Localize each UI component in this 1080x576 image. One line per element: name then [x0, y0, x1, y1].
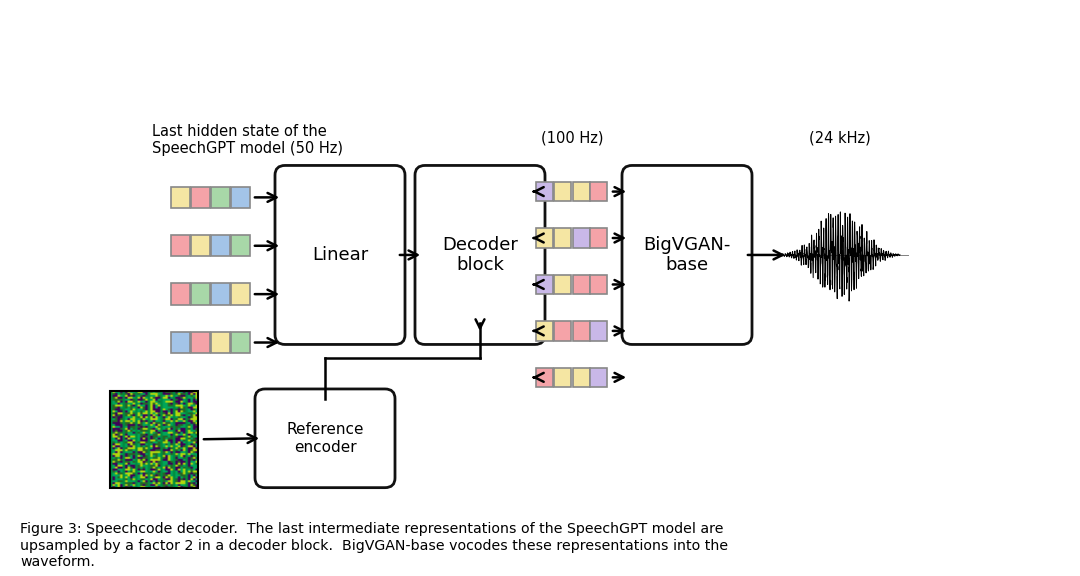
FancyBboxPatch shape [537, 228, 553, 248]
FancyBboxPatch shape [572, 321, 590, 340]
FancyBboxPatch shape [230, 283, 249, 305]
FancyBboxPatch shape [591, 182, 607, 201]
FancyBboxPatch shape [275, 165, 405, 344]
FancyBboxPatch shape [591, 275, 607, 294]
FancyBboxPatch shape [190, 283, 210, 305]
FancyBboxPatch shape [572, 228, 590, 248]
Text: (24 kHz): (24 kHz) [809, 130, 870, 145]
FancyBboxPatch shape [230, 187, 249, 208]
FancyBboxPatch shape [230, 332, 249, 353]
FancyBboxPatch shape [572, 367, 590, 387]
FancyBboxPatch shape [211, 332, 229, 353]
FancyBboxPatch shape [554, 182, 571, 201]
FancyBboxPatch shape [572, 182, 590, 201]
FancyBboxPatch shape [554, 228, 571, 248]
FancyBboxPatch shape [190, 187, 210, 208]
FancyBboxPatch shape [572, 275, 590, 294]
Text: Last hidden state of the
SpeechGPT model (50 Hz): Last hidden state of the SpeechGPT model… [152, 124, 343, 156]
FancyBboxPatch shape [537, 321, 553, 340]
FancyBboxPatch shape [537, 275, 553, 294]
Bar [110, 391, 198, 488]
Text: Figure 3: Speechcode decoder.  The last intermediate representations of the Spee: Figure 3: Speechcode decoder. The last i… [21, 522, 728, 569]
FancyBboxPatch shape [591, 228, 607, 248]
Text: Reference
encoder: Reference encoder [286, 422, 364, 454]
FancyBboxPatch shape [554, 321, 571, 340]
FancyBboxPatch shape [230, 235, 249, 256]
FancyBboxPatch shape [537, 182, 553, 201]
FancyBboxPatch shape [211, 187, 229, 208]
FancyBboxPatch shape [554, 367, 571, 387]
FancyBboxPatch shape [190, 332, 210, 353]
FancyBboxPatch shape [591, 321, 607, 340]
Text: (100 Hz): (100 Hz) [541, 130, 604, 145]
FancyBboxPatch shape [211, 235, 229, 256]
Text: BigVGAN-
base: BigVGAN- base [644, 236, 731, 274]
FancyBboxPatch shape [190, 235, 210, 256]
FancyBboxPatch shape [622, 165, 752, 344]
FancyBboxPatch shape [537, 367, 553, 387]
FancyBboxPatch shape [171, 332, 189, 353]
FancyBboxPatch shape [171, 235, 189, 256]
FancyBboxPatch shape [171, 283, 189, 305]
FancyBboxPatch shape [211, 283, 229, 305]
Text: Decoder
block: Decoder block [442, 236, 518, 274]
FancyBboxPatch shape [255, 389, 395, 488]
FancyBboxPatch shape [171, 187, 189, 208]
Text: Linear: Linear [312, 246, 368, 264]
FancyBboxPatch shape [591, 367, 607, 387]
FancyBboxPatch shape [415, 165, 545, 344]
FancyBboxPatch shape [554, 275, 571, 294]
